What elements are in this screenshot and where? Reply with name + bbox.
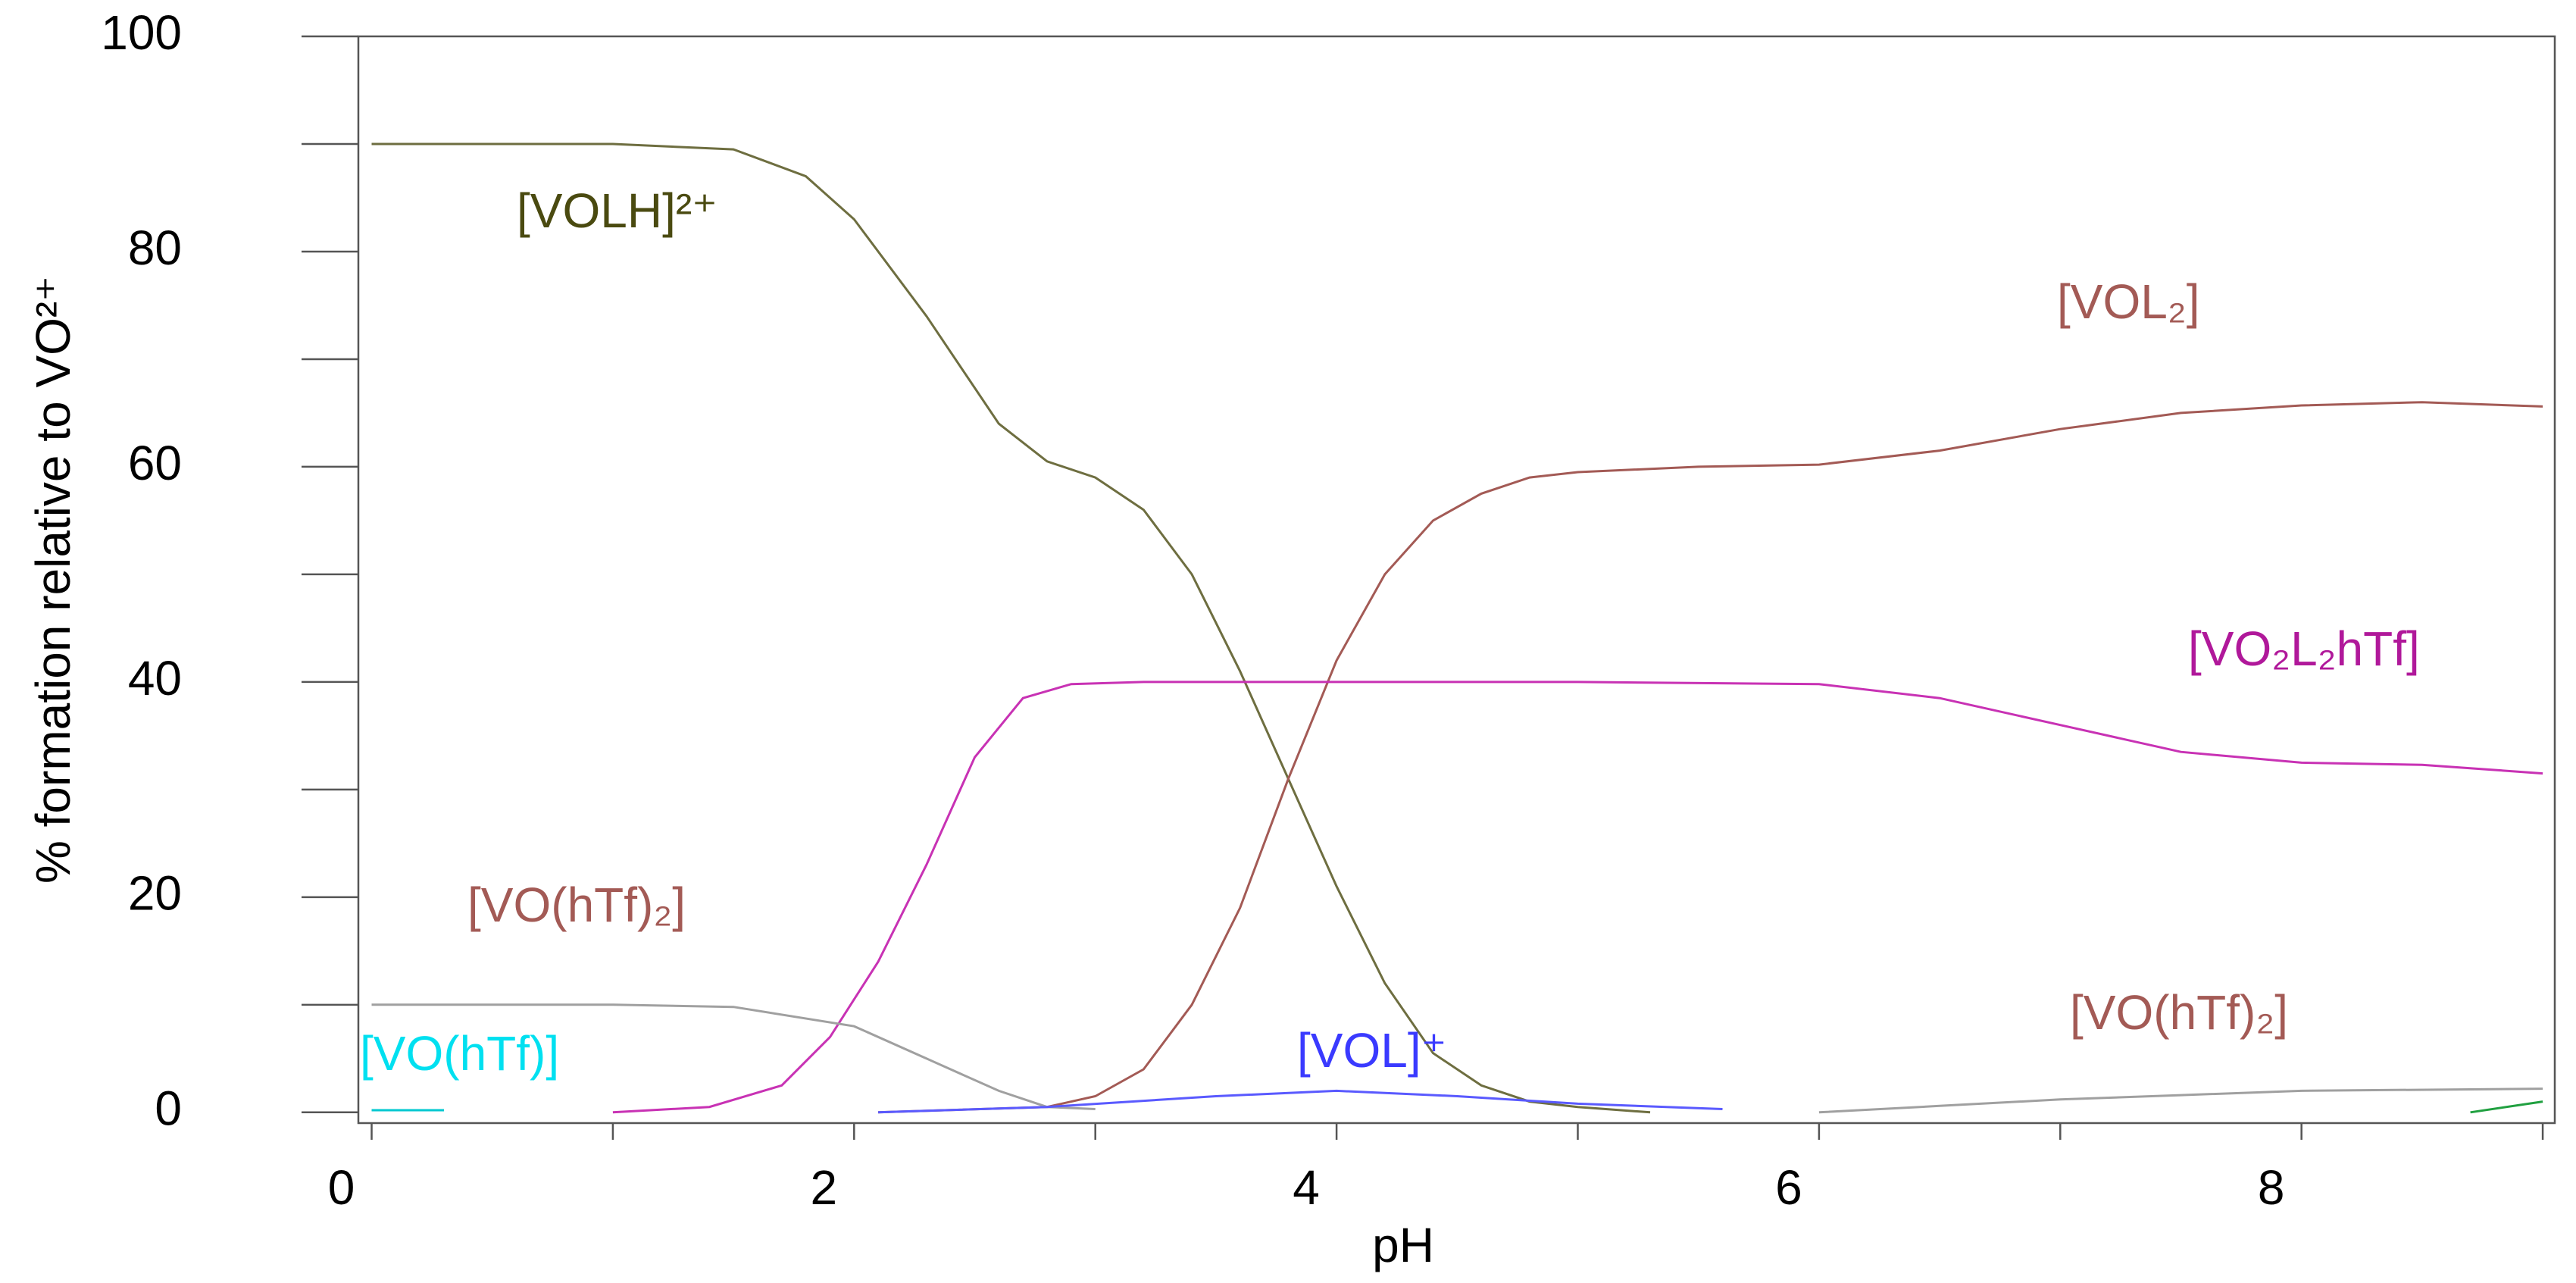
y-tick-label: 100 <box>101 5 182 60</box>
species-label: [VO(hTf)₂] <box>467 878 686 932</box>
species-label: [VOL₂] <box>2057 274 2199 329</box>
species-label: [VOL]⁺ <box>1297 1023 1446 1078</box>
series-line <box>2470 1100 2543 1114</box>
y-tick-label: 0 <box>155 1081 182 1136</box>
x-axis-label: pH <box>1372 1218 1434 1272</box>
species-label: [VO₂L₂hTf] <box>2188 621 2420 676</box>
x-tick-label: 0 <box>328 1160 355 1215</box>
y-axis-label: % formation relative to VO²⁺ <box>26 276 80 884</box>
x-tick-label: 2 <box>811 1160 838 1215</box>
x-tick-label: 6 <box>1775 1160 1802 1215</box>
species-label: [VOLH]²⁺ <box>517 183 717 238</box>
y-tick-label: 60 <box>128 436 182 490</box>
series-line <box>371 142 1651 1114</box>
series-line <box>878 401 2543 1114</box>
species-label: [VO(hTf)] <box>360 1026 559 1081</box>
series-line <box>878 1089 1723 1114</box>
series-line <box>612 681 2543 1114</box>
x-tick-label: 4 <box>1293 1160 1320 1215</box>
plot-frame <box>357 35 2556 1125</box>
x-tick-label: 8 <box>2258 1160 2285 1215</box>
y-tick-label: 20 <box>128 866 182 921</box>
y-tick-label: 80 <box>128 221 182 275</box>
series-line <box>371 1003 2543 1114</box>
y-tick-label: 40 <box>128 651 182 706</box>
species-label: [VO(hTf)₂] <box>2070 985 2288 1040</box>
